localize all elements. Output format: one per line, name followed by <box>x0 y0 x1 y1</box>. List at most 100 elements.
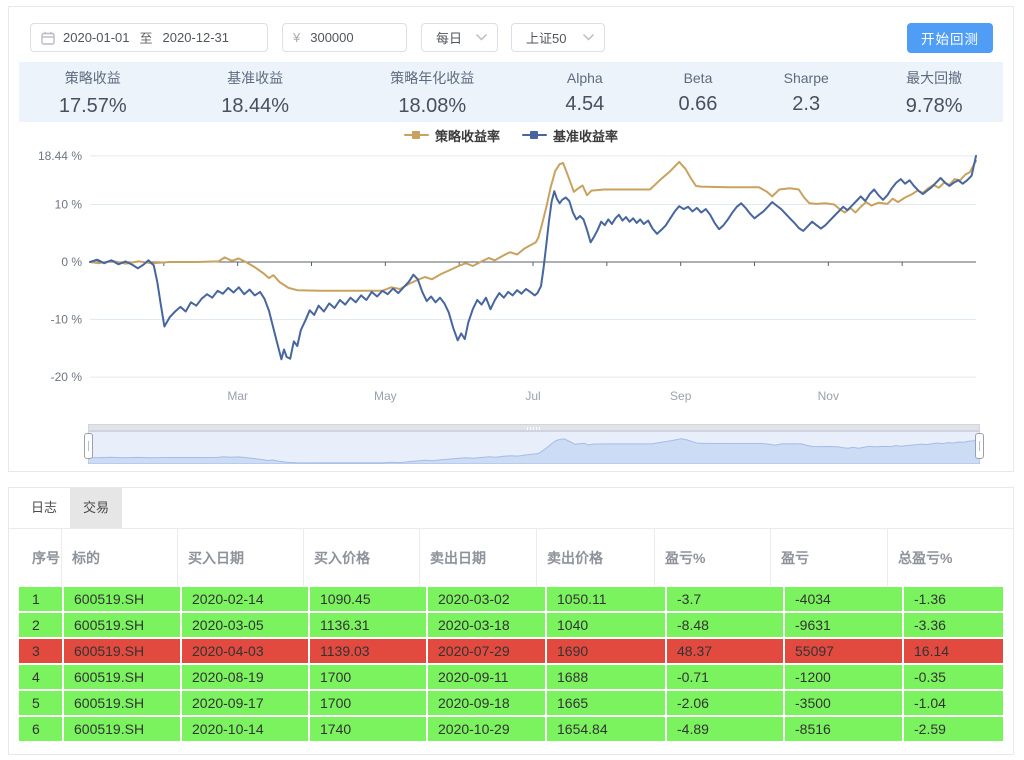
frequency-select-value: 每日 <box>436 31 463 46</box>
legend-item[interactable]: 策略收益率 <box>403 126 500 145</box>
x-axis-tick-label: Nov <box>818 389 839 403</box>
legend-label: 策略收益率 <box>434 128 500 144</box>
table-row[interactable]: 4 600519.SH 2020-08-19 1700 2020-09-11 1688 -0… <box>19 665 1003 689</box>
results-tabbar: 日志 交易 <box>9 488 1013 529</box>
legend-marker-icon <box>403 129 429 141</box>
returns-line-chart: 18.44 % 10 % 0 % -10 % -20 % Mar May Jul Sep Nov <box>38 149 977 403</box>
date-range-input[interactable]: 2020-01-01 至 2020-12-31 <box>30 23 268 52</box>
stat-item: 最大回撤 9.78% <box>865 66 1003 118</box>
table-header-cell: 买入日期 <box>178 529 304 586</box>
datazoom-right-handle[interactable] <box>975 433 984 459</box>
table-cell: -1200 <box>785 665 902 689</box>
table-cell: 2020-03-05 <box>182 613 308 637</box>
table-cell: 3 <box>19 639 62 663</box>
table-cell: 5 <box>19 691 62 715</box>
table-cell: 1050.11 <box>547 587 665 611</box>
table-cell: -2.59 <box>904 717 1003 741</box>
table-cell: 2 <box>19 613 62 637</box>
table-cell: 2020-08-19 <box>182 665 308 689</box>
table-cell: 600519.SH <box>64 639 180 663</box>
start-backtest-button[interactable]: 开始回测 <box>907 23 993 53</box>
strategy-return-line <box>89 159 977 292</box>
table-cell: -4.89 <box>667 717 783 741</box>
table-header-cell: 卖出日期 <box>420 529 537 586</box>
table-cell: 2020-09-18 <box>428 691 545 715</box>
frequency-select[interactable]: 每日 <box>421 23 498 52</box>
table-cell: -9631 <box>785 613 902 637</box>
table-cell: 1139.03 <box>310 639 426 663</box>
table-cell: 2020-09-11 <box>428 665 545 689</box>
table-cell: -3.36 <box>904 613 1003 637</box>
stat-item: 策略收益 17.57% <box>19 66 167 118</box>
table-header-cell: 卖出价格 <box>537 529 655 586</box>
x-axis-tick-label: Mar <box>227 389 248 403</box>
calendar-icon <box>41 31 55 45</box>
stat-item: 基准收益 18.44% <box>167 66 344 118</box>
datazoom-preview-area <box>88 437 980 464</box>
capital-amount-value: 300000 <box>310 30 354 45</box>
x-axis-tick-label: Sep <box>670 389 692 403</box>
table-cell: -0.71 <box>667 665 783 689</box>
table-cell: 1654.84 <box>547 717 665 741</box>
chevron-down-icon <box>476 34 487 41</box>
table-cell: 600519.SH <box>64 717 180 741</box>
stat-item: Alpha 4.54 <box>521 68 649 116</box>
legend-marker-icon <box>522 129 547 141</box>
table-cell: 2020-02-14 <box>182 587 308 611</box>
legend-label: 基准收益率 <box>553 128 619 144</box>
y-axis-tick-label: -10 % <box>51 313 83 327</box>
table-cell: 2020-09-17 <box>182 691 308 715</box>
table-row[interactable]: 3 600519.SH 2020-04-03 1139.03 2020-07-29 169… <box>19 639 1003 663</box>
stat-value: 18.44% <box>221 95 290 117</box>
table-cell: 2020-04-03 <box>182 639 308 663</box>
table-row[interactable]: 1 600519.SH 2020-02-14 1090.45 2020-03-02 105… <box>19 587 1003 611</box>
tab-log[interactable]: 日志 <box>31 500 58 515</box>
table-row[interactable]: 2 600519.SH 2020-03-05 1136.31 2020-03-18 104… <box>19 613 1003 637</box>
table-cell: 2020-03-18 <box>428 613 545 637</box>
stat-label: Alpha <box>566 70 603 86</box>
table-cell: 2020-07-29 <box>428 639 545 663</box>
datazoom-left-handle[interactable] <box>84 433 93 459</box>
y-axis-tick-label: 10 % <box>55 197 83 211</box>
legend-item[interactable]: 基准收益率 <box>522 126 618 145</box>
y-axis-tick-label: -20 % <box>51 370 83 384</box>
stat-label: 策略收益 <box>64 70 121 86</box>
table-cell: 1090.45 <box>310 587 426 611</box>
capital-amount-input[interactable]: ¥ 300000 <box>282 23 407 52</box>
table-header-cell: 总盈亏% <box>898 549 953 566</box>
table-cell: -1.36 <box>904 587 1003 611</box>
date-range-separator: 至 <box>139 31 153 46</box>
table-cell: 2020-10-29 <box>428 717 545 741</box>
trades-table-body: 1 600519.SH 2020-02-14 1090.45 2020-03-02 105… <box>19 586 1003 741</box>
table-cell: 600519.SH <box>64 613 180 637</box>
x-axis-tick-label: Jul <box>525 389 540 403</box>
date-end-value: 2020-12-31 <box>162 30 230 45</box>
datazoom-rail[interactable] <box>88 424 980 431</box>
table-cell: -1.04 <box>904 691 1003 715</box>
stat-item: Sharpe 2.3 <box>747 68 865 116</box>
table-cell: 55097 <box>785 639 902 663</box>
backtest-panel: 2020-01-01 至 2020-12-31 ¥ 300000 每日 上证50… <box>8 6 1014 472</box>
stat-item: 策略年化收益 18.08% <box>344 66 521 118</box>
datazoom-slider[interactable] <box>84 424 984 464</box>
table-row[interactable]: 6 600519.SH 2020-10-14 1740 2020-10-29 1654.8… <box>19 717 1003 741</box>
table-cell: 1 <box>19 587 62 611</box>
table-cell: 1136.31 <box>310 613 426 637</box>
y-axis-tick-label: 0 % <box>61 255 82 269</box>
table-cell: 1700 <box>310 691 426 715</box>
table-header-cell: 序号 <box>19 529 62 586</box>
table-cell: 600519.SH <box>64 587 180 611</box>
table-cell: -8.48 <box>667 613 783 637</box>
table-cell: 1665 <box>547 691 665 715</box>
trades-table: 序号 标的 买入日期 买入价格 卖出日期 卖出价格 盈亏% 盈亏 总盈亏% 1 600519.SH… <box>19 529 1003 741</box>
benchmark-select[interactable]: 上证50 <box>511 23 605 52</box>
table-cell: -4034 <box>785 587 902 611</box>
table-cell: 2020-03-02 <box>428 587 545 611</box>
datazoom-grip-icon[interactable] <box>527 427 541 430</box>
table-row[interactable]: 5 600519.SH 2020-09-17 1700 2020-09-18 1665 -2… <box>19 691 1003 715</box>
table-cell: 600519.SH <box>64 691 180 715</box>
tab-trades[interactable]: 交易 <box>70 488 123 528</box>
stat-label: 最大回撤 <box>906 70 963 86</box>
stat-item: Beta 0.66 <box>649 68 747 116</box>
currency-symbol: ¥ <box>293 30 301 45</box>
